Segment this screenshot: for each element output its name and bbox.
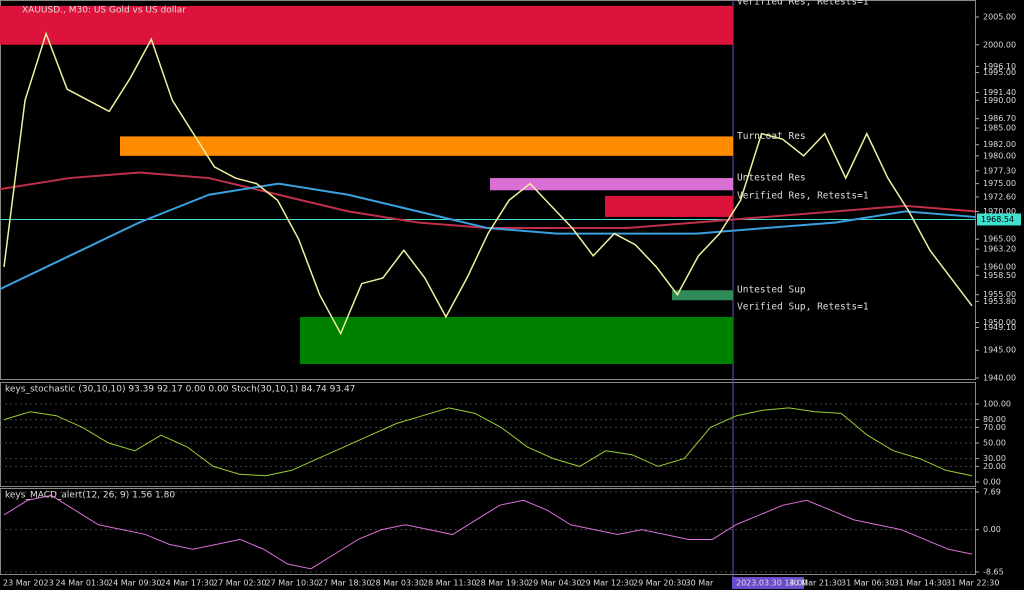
time-label: 29 Mar 04:30: [528, 579, 581, 588]
macd-frame: [0, 488, 976, 575]
current-price-label: 1968.54: [981, 215, 1014, 224]
time-label: 28 Mar 11:30: [423, 579, 476, 588]
axis-label: 2000.00: [983, 40, 1016, 49]
time-label: 28 Mar 03:30: [371, 579, 424, 588]
axis-label: 50.00: [983, 439, 1006, 448]
zone-label: Untested Sup: [737, 285, 806, 296]
time-label: 30 Mar 21:30: [789, 579, 842, 588]
axis-label: 1945.00: [983, 346, 1016, 355]
time-label: 24 Mar 09:30: [108, 579, 161, 588]
zone-label: Verified Res, Retests=1: [737, 0, 869, 7]
axis-label: 1965.00: [983, 235, 1016, 244]
time-label: 31 Mar 06:30: [841, 579, 894, 588]
axis-label: 1950.00: [983, 318, 1016, 327]
zone: [672, 290, 733, 301]
axis-label: 80.00: [983, 415, 1006, 424]
time-label: 27 Mar 02:30: [213, 579, 266, 588]
time-label: 27 Mar 10:30: [266, 579, 319, 588]
axis-label: 1970.00: [983, 207, 1016, 216]
zone-label: Untested Res: [737, 173, 806, 184]
axis-label: 1982.00: [983, 140, 1016, 149]
axis-label: 0.00: [983, 525, 1001, 534]
time-label: 2023.03.30 14:00: [736, 579, 807, 588]
axis-label: 1940.00: [983, 374, 1016, 383]
axis-label: 1953.80: [983, 297, 1016, 306]
axis-label: 0.00: [983, 478, 1001, 487]
axis-label: 2005.00: [983, 13, 1016, 22]
time-label: 31 Mar 14:30: [894, 579, 947, 588]
price-line: [3, 31, 973, 336]
axis-label: 1958.50: [983, 271, 1016, 280]
zone: [490, 178, 733, 191]
time-label: 29 Mar 20:30: [633, 579, 686, 588]
zone: [300, 316, 733, 365]
axis-label: 30.00: [983, 454, 1006, 463]
axis-label: 1975.00: [983, 179, 1016, 188]
zone: [120, 136, 733, 156]
axis-label: 100.00: [983, 400, 1011, 409]
zone: [605, 195, 733, 217]
macd-title: keys_MACD_alert(12, 26, 9) 1.56 1.80: [5, 491, 175, 501]
axis-label: -8.65: [983, 568, 1004, 577]
axis-label: 1949.10: [983, 323, 1016, 332]
axis-label: 70.00: [983, 423, 1006, 432]
axis-label: 1963.20: [983, 245, 1016, 254]
time-label: 28 Mar 19:30: [476, 579, 529, 588]
zone: [0, 5, 733, 45]
axis-label: 1990.00: [983, 96, 1016, 105]
zone-label: Verified Sup, Retests=1: [737, 301, 869, 312]
ma-blue: [0, 182, 976, 291]
axis-label: 1980.00: [983, 151, 1016, 160]
zone-label: Verified Res, Retests=1: [737, 190, 869, 201]
axis-label: 1991.40: [983, 88, 1016, 97]
axis-label: 7.69: [983, 488, 1001, 497]
time-label: 27 Mar 18:30: [318, 579, 371, 588]
stoch-title: keys_stochastic (30,10,10) 93.39 92.17 0…: [5, 385, 355, 395]
time-label: 24 Mar 01:30: [56, 579, 109, 588]
time-label: 31 Mar 22:30: [946, 579, 999, 588]
axis-label: 1972.60: [983, 192, 1016, 201]
current-price-box: [977, 213, 1021, 226]
time-label: 30 Mar: [686, 579, 715, 588]
macd-line: [3, 494, 973, 570]
time-label: 24 Mar 17:30: [161, 579, 214, 588]
axis-label: 1995.00: [983, 68, 1016, 77]
stoch-line: [3, 407, 973, 477]
axis-label: 1960.00: [983, 262, 1016, 271]
axis-label: 20.00: [983, 462, 1006, 471]
axis-label: 1985.00: [983, 124, 1016, 133]
axis-label: 1996.10: [983, 62, 1016, 71]
chart-title: XAUUSD., M30: US Gold vs US dollar: [22, 6, 186, 16]
stoch-frame: [0, 382, 976, 487]
axis-label: 1977.30: [983, 166, 1016, 175]
time-label: 29 Mar 12:30: [581, 579, 634, 588]
crosshair-time-box: [732, 577, 804, 589]
time-label: 23 Mar 2023: [3, 579, 54, 588]
axis-label: 1955.00: [983, 290, 1016, 299]
axis-label: 1986.70: [983, 114, 1016, 123]
